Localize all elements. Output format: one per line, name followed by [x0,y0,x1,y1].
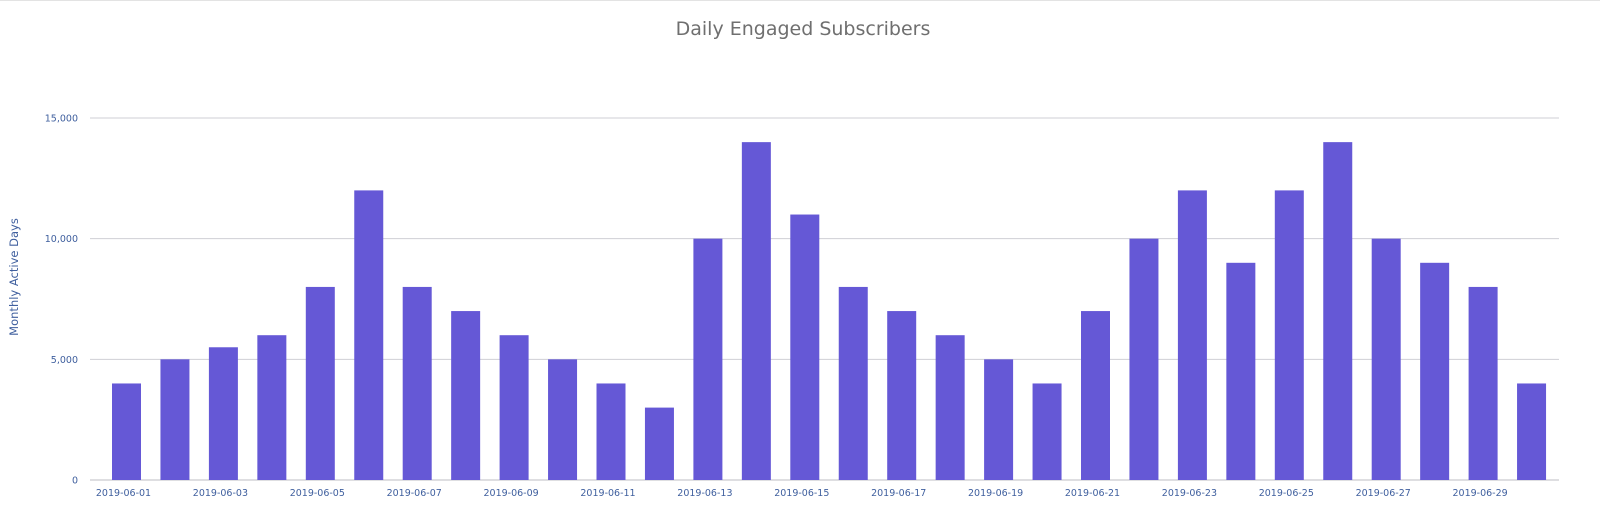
x-tick-label: 2019-06-29 [1452,488,1507,499]
x-tick-label: 2019-06-23 [1162,488,1217,499]
x-tick-label: 2019-06-21 [1065,488,1120,499]
y-axis-title: Monthly Active Days [7,218,21,336]
bar [693,238,723,480]
bar [1274,190,1304,480]
bar [257,335,287,480]
bar [1032,383,1062,480]
bar [548,359,578,480]
bar [499,335,529,480]
bar [112,383,141,480]
bar [1371,238,1401,480]
bar [1177,190,1207,480]
x-tick-label: 2019-06-07 [387,488,442,499]
x-tick-label: 2019-06-01 [96,488,151,499]
x-tick-label: 2019-06-09 [483,488,538,499]
y-tick-label: 0 [72,476,78,487]
bar [402,286,432,480]
bars [112,142,1547,481]
y-tick-label: 10,000 [45,234,78,245]
x-tick-label: 2019-06-13 [677,488,732,499]
x-tick-label: 2019-06-15 [774,488,829,499]
bar [887,311,917,480]
bar [984,359,1014,480]
y-tick-label: 5,000 [51,355,78,366]
bar [1081,311,1110,480]
bar [1129,238,1159,480]
x-tick-label: 2019-06-03 [193,488,248,499]
bar [935,335,965,480]
bar [1517,383,1547,480]
bar [160,359,190,480]
bar [741,142,771,480]
bar [1226,262,1256,480]
x-tick-label: 2019-06-27 [1356,488,1411,499]
chart-title: Daily Engaged Subscribers [676,18,931,40]
x-tick-label: 2019-06-17 [871,488,926,499]
x-tick-label: 2019-06-19 [968,488,1023,499]
y-axis-ticks: 0 5,000 10,000 15,000 [45,114,78,487]
x-axis-ticks: 2019-06-01 2019-06-03 2019-06-05 2019-06-07… [96,488,1508,499]
bar [305,286,335,480]
bar [838,286,868,480]
bar [1420,262,1450,480]
gridlines [90,117,1559,481]
bar [644,407,674,480]
x-tick-label: 2019-06-05 [290,488,345,499]
bar [451,311,481,480]
bar [208,347,238,480]
x-tick-label: 2019-06-25 [1259,488,1314,499]
bar [596,383,626,480]
bar [790,214,820,481]
bar [1323,142,1353,480]
x-tick-label: 2019-06-11 [580,488,635,499]
y-tick-label: 15,000 [45,114,78,125]
bar [354,190,384,480]
bar [1468,286,1498,480]
